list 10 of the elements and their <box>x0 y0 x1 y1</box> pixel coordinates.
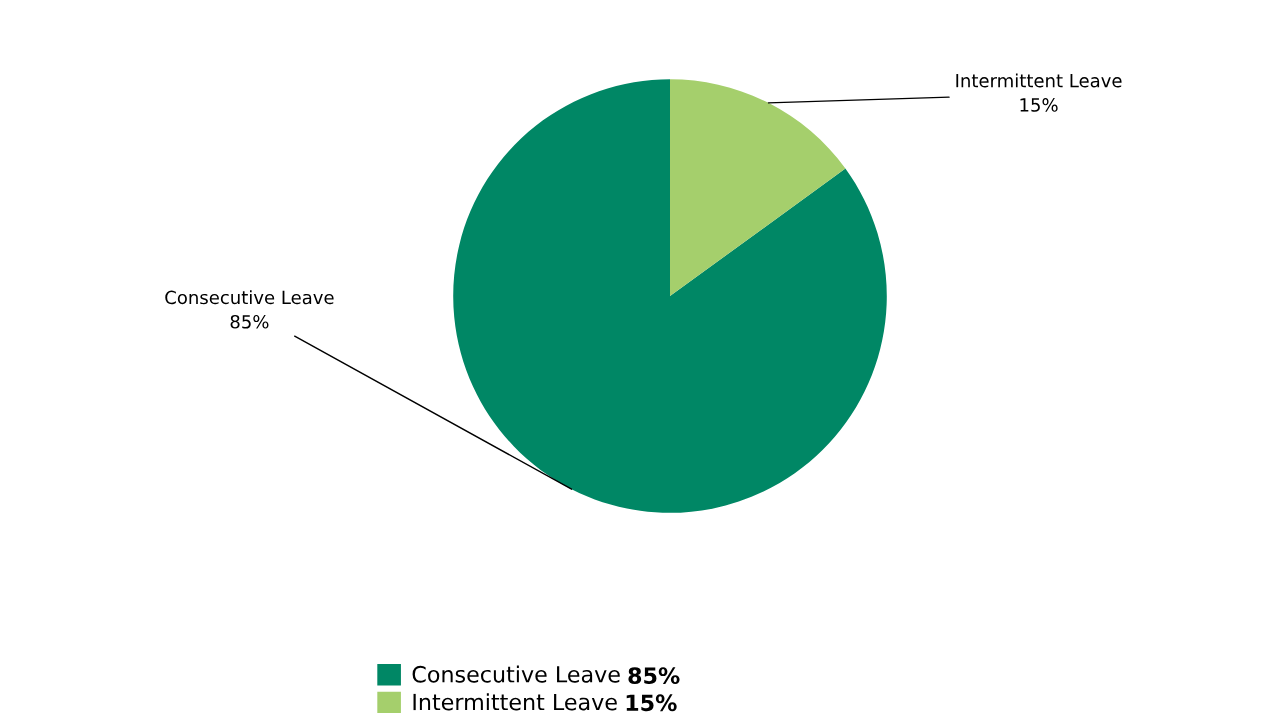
legend-label: Consecutive Leave <box>412 665 620 683</box>
data-label: 85% <box>230 314 269 329</box>
data-label: 15% <box>1020 98 1058 112</box>
legend-label: Intermittent Leave <box>413 693 617 711</box>
pie-slice <box>670 79 846 296</box>
text: 15% <box>626 694 677 712</box>
text: 85% <box>628 667 680 685</box>
slice-label: Consecutive Leave <box>165 290 334 305</box>
pie-slice <box>453 79 887 513</box>
slice-label: Intermittent Leave <box>956 73 1122 88</box>
